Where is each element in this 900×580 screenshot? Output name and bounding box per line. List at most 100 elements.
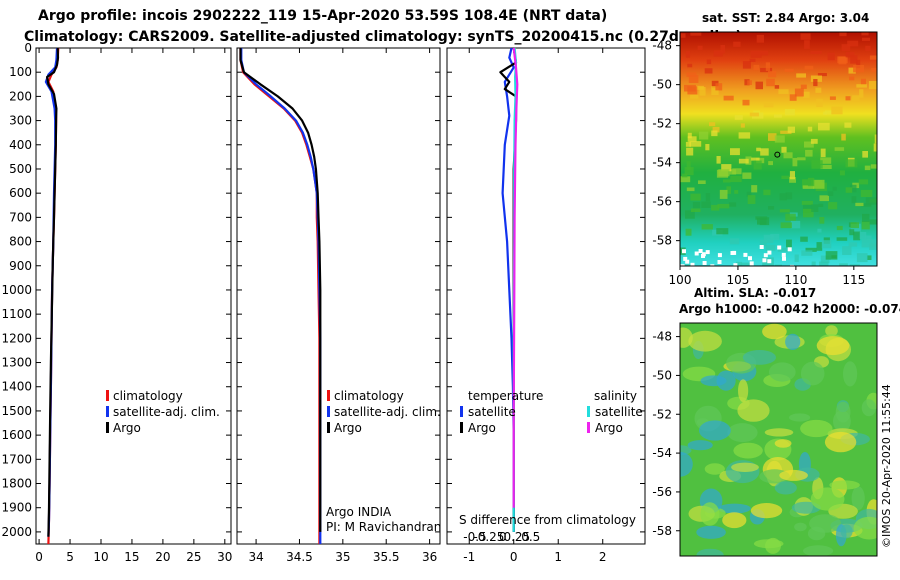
sst-cell [859, 89, 864, 98]
sst-cell [742, 61, 751, 69]
map-x-tick-label: 100 [669, 273, 692, 287]
sst-cell [796, 73, 806, 78]
x-tick-label: 1 [554, 550, 562, 564]
sst-cell [711, 130, 718, 137]
legend-title-salinity: salinity [594, 389, 637, 403]
sst-cell [845, 96, 851, 101]
sst-cell [810, 138, 818, 144]
sst-gap [702, 261, 707, 265]
sst-cell [848, 242, 858, 247]
sst-gap [787, 247, 792, 252]
sst-cell [838, 56, 847, 65]
sst-cell [839, 170, 845, 176]
sst-cell [819, 217, 825, 224]
sst-gap [717, 260, 722, 264]
sst-cell [686, 161, 691, 170]
y-tick-label: 1600 [1, 428, 32, 442]
sla-blob [704, 463, 725, 475]
sst-gap [732, 250, 737, 255]
y-tick-label: 500 [9, 162, 32, 176]
sst-title: sat. SST: 2.84 Argo: 3.04 [702, 11, 869, 25]
map-y-tick-label: -54 [652, 156, 672, 170]
title-line1: Argo profile: incois 2902222_119 15-Apr-… [38, 8, 607, 24]
sst-cell [800, 84, 807, 89]
sst-cell [763, 189, 771, 196]
legend-label-temp-satellite: satellite [468, 405, 516, 419]
map-x-tick-label: 115 [842, 273, 865, 287]
sst-cell [853, 231, 861, 241]
sst-cell [785, 213, 796, 221]
y-tick-label: 900 [9, 259, 32, 273]
sst-cell [687, 86, 698, 95]
y-tick-label: 1300 [1, 356, 32, 370]
sst-cell [687, 136, 697, 142]
sla-blob [800, 361, 825, 386]
sst-cell [744, 79, 750, 86]
temperature-panel: 0100200300400500600700800900100011001200… [1, 41, 232, 564]
sst-cell [689, 141, 702, 147]
sst-cell [742, 172, 752, 179]
sst-cell [831, 106, 843, 115]
sla-blob [762, 323, 787, 340]
x-tick-label: 34 [248, 550, 263, 564]
x-tick-label: 0 [35, 550, 43, 564]
legend-label-satellite: satellite-adj. clim. [334, 405, 441, 419]
sst-cell [763, 234, 774, 244]
y-tick-label: 1700 [1, 452, 32, 466]
sst-cell [690, 208, 701, 212]
sst-cell [805, 247, 817, 252]
map-y-tick-label: -52 [652, 407, 672, 421]
sst-map [679, 31, 878, 267]
series-line-satellite [240, 48, 322, 544]
sst-cell [802, 91, 810, 98]
sst-cell [734, 190, 739, 194]
x-tick-label-salinity: -0.25 [473, 530, 504, 544]
sst-cell [741, 262, 751, 266]
sst-cell [751, 185, 758, 193]
salinity-panel: 34 34.5 35 35.5 36 [236, 47, 441, 564]
sst-cell [790, 220, 801, 229]
y-tick-label: 1100 [1, 307, 32, 321]
sla-blob [696, 525, 726, 539]
sst-cell [763, 102, 774, 108]
sst-cell [774, 135, 785, 143]
sst-cell [781, 175, 791, 179]
sst-cell [794, 88, 804, 97]
x-tick-label-salinity: 0.25 [503, 530, 530, 544]
sst-cell [787, 126, 795, 133]
sst-cell [779, 193, 787, 201]
sst-cell [712, 126, 720, 133]
map-y-tick-label: -50 [652, 368, 672, 382]
sst-cell [800, 236, 808, 242]
sst-cell [842, 246, 852, 255]
sst-cell [828, 202, 838, 210]
sla-blob [774, 481, 797, 495]
sst-cell [719, 189, 728, 199]
sla-blob [750, 503, 783, 519]
y-tick-label: 600 [9, 186, 32, 200]
sst-cell [734, 115, 743, 120]
sst-cell [765, 244, 776, 251]
sst-cell [802, 179, 808, 188]
legend-swatch-sal-argo [587, 422, 590, 433]
sla-texture [680, 323, 877, 556]
sst-cell [698, 180, 706, 184]
sst-cell [723, 95, 734, 101]
y-tick-label: 1400 [1, 380, 32, 394]
legend-title-temperature: temperature [468, 389, 543, 403]
sst-gap [705, 250, 710, 255]
series-line-argo [239, 48, 322, 532]
sla-blob [853, 516, 877, 540]
sla-blob [810, 487, 845, 511]
sst-cell [865, 197, 877, 205]
sst-cell [869, 243, 877, 250]
sst-cell [711, 204, 720, 211]
sst-cell [825, 251, 838, 260]
sst-cell [850, 222, 859, 229]
sst-cell [820, 255, 830, 264]
sst-cell [765, 62, 770, 71]
sst-cell [690, 94, 699, 99]
sst-cell [800, 33, 811, 40]
sst-cell [839, 263, 848, 266]
